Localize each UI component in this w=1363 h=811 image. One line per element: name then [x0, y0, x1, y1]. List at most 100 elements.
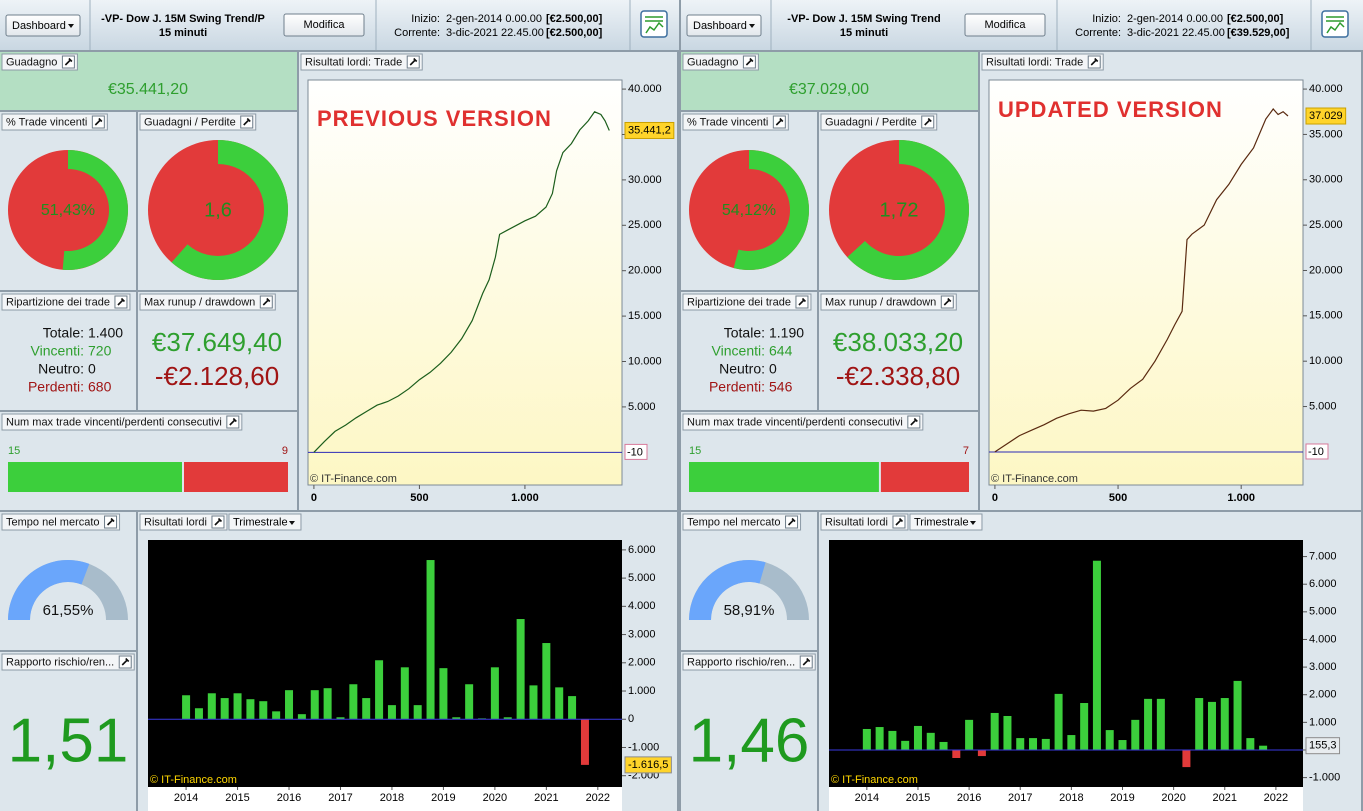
y-tick-label: 4.000 [628, 600, 656, 612]
y-tick-label: 20.000 [628, 265, 662, 277]
plot-area [148, 540, 622, 787]
y-tick-label: 40.000 [628, 83, 662, 95]
donut-share [847, 140, 969, 280]
widget-header-label: Risultati lordi [825, 516, 888, 528]
donut-label: 51,43% [41, 202, 95, 219]
x-tick-label: 2018 [1059, 792, 1083, 804]
y-tick-label: 1.000 [628, 685, 656, 697]
bar [490, 667, 499, 720]
settings-glyph [775, 117, 784, 126]
plot-area [988, 79, 1304, 486]
widget-header [981, 53, 1104, 71]
plot-area [307, 79, 623, 486]
x-tick-label: 2022 [1264, 792, 1288, 804]
bar [516, 619, 525, 720]
report-icon[interactable] [1321, 10, 1349, 38]
strategy-name: -VP- Dow J. 15M Swing Trend/P [101, 13, 265, 25]
widget-header-label: Guadagni / Perdite [144, 116, 236, 128]
backtest-panel: Dashboard -VP- Dow J. 15M Swing Trend/P 15… [0, 0, 679, 811]
modify-button[interactable] [283, 13, 365, 37]
widget-header [300, 53, 423, 71]
last-value-label: -1.616,5 [628, 759, 668, 771]
bar [272, 711, 281, 720]
x-tick-label: 2021 [1213, 792, 1237, 804]
settings-glyph [214, 517, 223, 526]
widget-header [1, 513, 121, 531]
widget-header [1, 113, 108, 131]
report-icon-glyph [645, 16, 664, 34]
watermark: © IT-Finance.com [310, 473, 397, 485]
bar [400, 667, 409, 720]
breakdown-label: Neutro: [38, 361, 84, 377]
period-label: Corrente: [394, 27, 440, 39]
y-tick-label: -1.000 [628, 741, 659, 753]
breakdown-label: Perdenti: [709, 379, 765, 395]
bar [952, 749, 961, 758]
bar [1118, 740, 1127, 750]
bar [233, 693, 242, 720]
widget-header-label: Ripartizione dei trade [6, 296, 110, 308]
bar [323, 688, 332, 720]
breakdown-value: 1.190 [769, 325, 804, 341]
modify-button-label[interactable]: Modifica [985, 19, 1027, 31]
donut-share [171, 140, 288, 280]
period-dropdown-label[interactable]: Trimestrale [233, 516, 288, 528]
settings-glyph [121, 657, 130, 666]
bar [285, 690, 294, 720]
bar [1003, 715, 1012, 750]
widget-header [682, 413, 924, 431]
bar [465, 684, 474, 720]
x-tick-label: 2022 [586, 792, 610, 804]
gain-value: €37.029,00 [789, 81, 869, 98]
breakdown-label: Neutro: [719, 361, 765, 377]
widget-header [1, 653, 135, 671]
breakdown-label: Totale: [43, 325, 84, 341]
y-tick-label: 5.000 [1309, 400, 1337, 412]
dropdown-arrow [288, 521, 295, 525]
period-dropdown-label[interactable]: Trimestrale [914, 516, 969, 528]
y-tick-label: 4.000 [1309, 633, 1337, 645]
modify-button[interactable] [964, 13, 1046, 37]
last-value-box [624, 756, 672, 774]
dashboard-button[interactable] [686, 14, 762, 37]
widget-header [139, 513, 228, 531]
streak-wins-label: 15 [8, 445, 20, 457]
bar [1041, 738, 1050, 750]
breakdown-value: 720 [88, 343, 112, 359]
bar [568, 696, 577, 720]
dashboard-button[interactable] [5, 14, 81, 37]
x-tick-label: 2015 [225, 792, 249, 804]
bar [990, 712, 999, 750]
y-tick-label: 30.000 [628, 174, 662, 186]
dashboard-button-label[interactable]: Dashboard [693, 20, 747, 32]
watermark: © IT-Finance.com [831, 774, 918, 786]
watermark: © IT-Finance.com [991, 473, 1078, 485]
dropdown-arrow [969, 521, 976, 525]
widget-header [682, 653, 816, 671]
dashboard-button-label[interactable]: Dashboard [12, 20, 66, 32]
report-icon[interactable] [640, 10, 668, 38]
annotation: PREVIOUS VERSION [317, 106, 552, 131]
bar [1259, 745, 1268, 750]
settings-glyph [1090, 57, 1099, 66]
breakdown-label: Vincenti: [31, 343, 84, 359]
bar [310, 690, 319, 720]
widget-header [1, 53, 78, 71]
equity-line [313, 111, 610, 453]
widget-header [1, 413, 243, 431]
period-dropdown[interactable] [909, 513, 983, 531]
streak-losses-bar [880, 462, 969, 492]
widget-header [820, 293, 957, 311]
widget-header-label: Tempo nel mercato [6, 516, 100, 528]
x-tick-label: 2021 [534, 792, 558, 804]
widget-header-label: Max runup / drawdown [825, 296, 936, 308]
period-capital: [€2.500,00] [546, 27, 603, 39]
widget-header [682, 53, 759, 71]
period-dropdown[interactable] [228, 513, 302, 531]
streak-wins-bar [689, 462, 879, 492]
x-tick-label: 1.000 [511, 492, 539, 504]
modify-button-label[interactable]: Modifica [304, 19, 346, 31]
period-date: 3-dic-2021 22.45.00 [1127, 27, 1225, 39]
